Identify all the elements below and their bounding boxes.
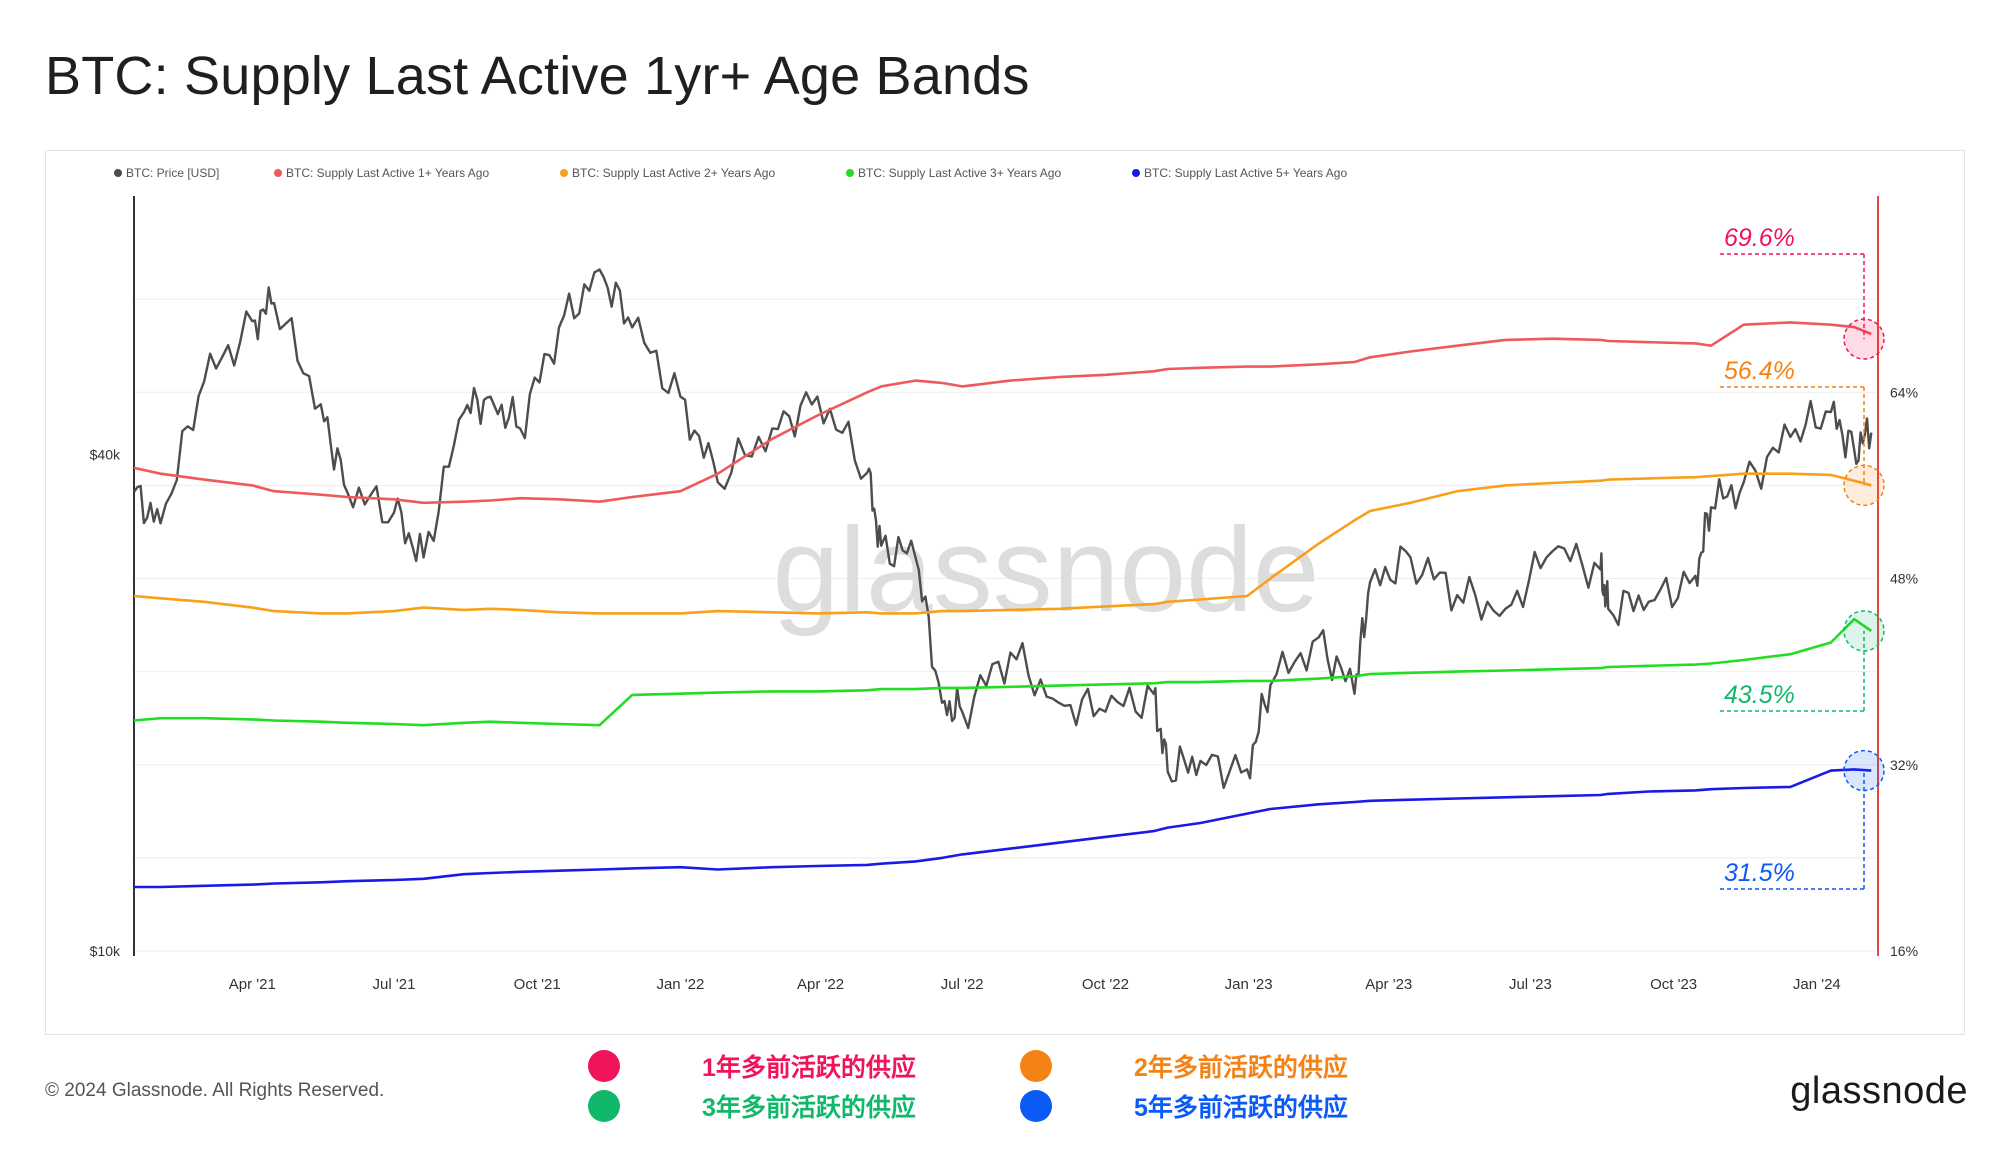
cn-legend-label: 2年多前活跃的供应 (1134, 1054, 1348, 1082)
legend-dot-icon (1132, 169, 1140, 177)
right-tick-label: 32% (1890, 757, 1918, 773)
left-tick-label: $10k (90, 943, 121, 959)
watermark: glassnode (772, 503, 1319, 637)
supply-5y-series-line (134, 768, 1872, 889)
legend-entry: BTC: Price [USD] (126, 166, 219, 180)
callout-label: 31.5% (1724, 859, 1795, 887)
pink-dot-icon (588, 1050, 620, 1082)
legend-dot-icon (560, 169, 568, 177)
orange-highlight-circle-icon (1843, 464, 1885, 507)
x-tick-label: Jan '23 (1225, 976, 1273, 993)
chart-frame: glassnode BTC: Price [USD] BTC: Supply Las… (45, 150, 1965, 1035)
cn-legend-label: 5年多前活跃的供应 (1134, 1094, 1348, 1122)
callout-label: 69.6% (1724, 224, 1795, 252)
cn-legend-item-1y: 1年多前活跃的供应 (588, 1048, 916, 1084)
x-tick-label: Jan '24 (1793, 976, 1841, 993)
supply-2y-series-line (133, 472, 1872, 615)
right-tick-label: 16% (1890, 943, 1918, 959)
x-tick-label: Oct '21 (514, 976, 561, 993)
supply-3y-series-line (133, 617, 1873, 727)
x-tick-label: Apr '22 (797, 976, 844, 993)
cn-legend-label: 1年多前活跃的供应 (702, 1054, 916, 1082)
copyright-text: © 2024 Glassnode. All Rights Reserved. (45, 1080, 385, 1101)
supply-1y-series-line (133, 321, 1872, 505)
legend-dot-icon (274, 169, 282, 177)
orange-dot-icon (1020, 1050, 1052, 1082)
x-tick-label: Jul '22 (941, 976, 984, 993)
pink-highlight-circle-icon (1843, 318, 1885, 360)
green-dot-icon (588, 1090, 620, 1122)
x-tick-label: Jan '22 (656, 976, 704, 993)
glassnode-logo[interactable]: glassnode (1790, 1070, 1968, 1112)
x-tick-label: Oct '23 (1650, 976, 1697, 993)
blue-dot-icon (1020, 1090, 1052, 1122)
legend-dot-icon (846, 169, 854, 177)
right-tick-label: 64% (1890, 384, 1918, 400)
blue-highlight-circle-icon (1843, 749, 1885, 792)
legend-entry: BTC: Supply Last Active 1+ Years Ago (286, 166, 489, 180)
legend-dot-icon (114, 169, 122, 177)
cn-legend-item-3y: 3年多前活跃的供应 (588, 1088, 916, 1124)
legend-entry: BTC: Supply Last Active 3+ Years Ago (858, 166, 1061, 180)
x-tick-label: Apr '21 (229, 976, 276, 993)
x-tick-label: Jul '23 (1509, 976, 1552, 993)
cn-legend-item-2y: 2年多前活跃的供应 (1020, 1048, 1348, 1084)
supply-age-bands-chart: glassnode BTC: Price [USD] BTC: Supply Las… (90, 166, 1918, 993)
left-tick-label: $40k (90, 446, 121, 462)
legend-entry: BTC: Supply Last Active 5+ Years Ago (1144, 166, 1347, 180)
page-title: BTC: Supply Last Active 1yr+ Age Bands (45, 46, 1030, 106)
cn-legend-label: 3年多前活跃的供应 (702, 1094, 916, 1122)
callout-label: 43.5% (1724, 681, 1795, 709)
right-tick-label: 48% (1890, 571, 1918, 587)
x-tick-label: Apr '23 (1365, 976, 1412, 993)
callout-label: 56.4% (1724, 357, 1795, 385)
cn-legend-item-5y: 5年多前活跃的供应 (1020, 1088, 1348, 1124)
legend-entry: BTC: Supply Last Active 2+ Years Ago (572, 166, 775, 180)
price-series-line (133, 268, 1873, 790)
x-tick-label: Jul '21 (373, 976, 416, 993)
x-tick-label: Oct '22 (1082, 976, 1129, 993)
green-highlight-circle-icon (1843, 610, 1885, 652)
